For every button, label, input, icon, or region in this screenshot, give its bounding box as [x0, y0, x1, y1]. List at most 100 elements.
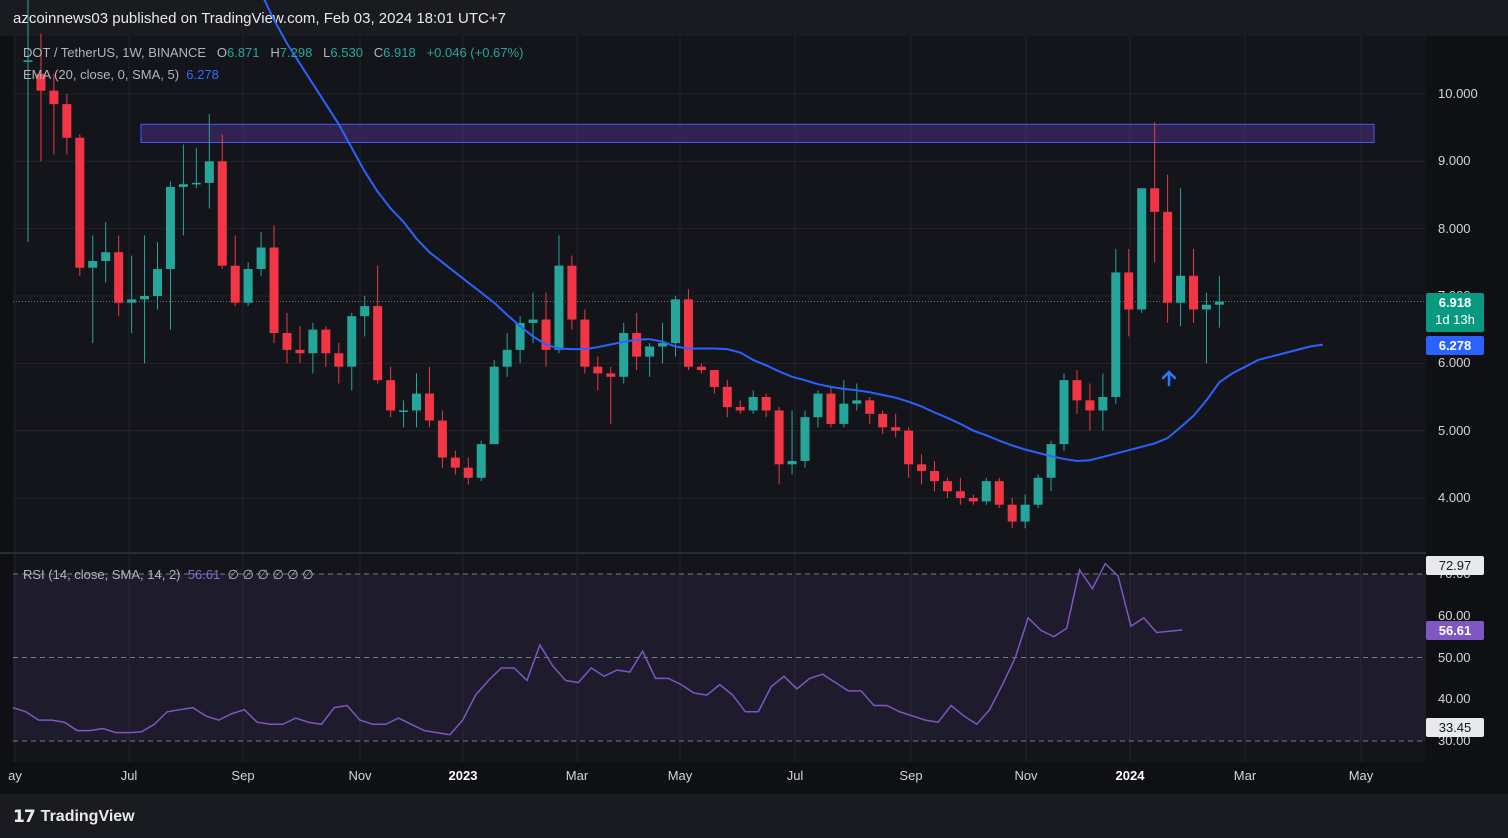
last-price-value: 6.918 [1438, 295, 1472, 310]
candle-body [541, 319, 551, 350]
candle [88, 235, 98, 344]
candle [645, 343, 655, 377]
symbol-legend: DOT / TetherUS, 1W, BINANCE O6.871 H7.29… [23, 45, 523, 60]
candle [774, 407, 784, 485]
candle [709, 370, 719, 394]
candle [347, 312, 357, 391]
rsi-lower-badge: 33.45 [1426, 718, 1484, 737]
candle-body [269, 247, 279, 334]
candle-body [256, 247, 266, 270]
candle [1124, 248, 1134, 337]
candle [865, 396, 875, 424]
candle [269, 225, 279, 344]
rsi-legend: RSI (14, close, SMA, 14, 2) 56.61 ∅ ∅ ∅ … [23, 567, 314, 583]
candle [891, 413, 901, 438]
candle [994, 477, 1004, 509]
candle-body [1189, 275, 1198, 310]
candle-body [153, 269, 162, 296]
candle-body [683, 299, 693, 367]
candle-body [774, 410, 784, 465]
rsi-tick-label: 50.00 [1438, 649, 1471, 665]
candle [942, 477, 952, 498]
candle-body [696, 366, 706, 371]
candle-body [489, 366, 499, 445]
candle-body [1201, 304, 1211, 310]
candle [191, 147, 201, 189]
open-label: O [216, 45, 227, 60]
candle [49, 73, 59, 155]
candle-body [567, 265, 577, 320]
time-tick-label: Sep [899, 768, 923, 783]
candle-body [463, 467, 473, 478]
candle-body [437, 420, 447, 458]
candle [748, 390, 758, 414]
candle [567, 255, 577, 330]
candle [373, 265, 383, 384]
tradingview-logo[interactable]: 𝟭𝟳 TradingView [13, 807, 135, 827]
footer-bar [0, 794, 1508, 838]
candle-body [476, 444, 486, 478]
symbol-name: DOT / TetherUS, 1W, BINANCE [23, 45, 207, 60]
candle [1163, 174, 1173, 323]
annotations [1161, 370, 1177, 387]
resistance-zone [13, 123, 1426, 303]
price-tick-label: 8.000 [1438, 220, 1471, 236]
main-pane-bg [13, 36, 1426, 552]
ema-price-badge: 6.278 [1426, 336, 1484, 355]
candle-body [722, 386, 732, 408]
candle-body [282, 333, 292, 350]
candle-body [813, 393, 823, 418]
candle [968, 494, 978, 505]
candle-body [101, 252, 111, 261]
candle [683, 289, 693, 371]
candle-body [88, 260, 98, 268]
chart-canvas[interactable] [0, 0, 1508, 794]
candle [140, 235, 150, 364]
candle-body [230, 265, 240, 303]
candle-body [748, 396, 758, 411]
candle [62, 94, 72, 155]
candle-body [114, 252, 124, 303]
candle [1189, 248, 1198, 323]
candle [502, 333, 512, 377]
candle [243, 262, 253, 307]
candle [204, 114, 214, 209]
candle [1033, 474, 1043, 509]
candle [826, 386, 836, 428]
candle-body [165, 186, 175, 270]
candle [489, 359, 499, 445]
candle [541, 292, 551, 367]
candle [904, 427, 914, 478]
candle-body [36, 73, 46, 91]
low-label: L [323, 45, 331, 60]
candle-body [502, 349, 512, 367]
candle-body [243, 269, 253, 303]
time-tick-label: 2023 [448, 768, 478, 783]
candle [606, 366, 616, 424]
candle-body [23, 60, 33, 62]
candle-body [191, 182, 201, 185]
candle-body [386, 380, 396, 411]
price-tick-label: 6.000 [1438, 355, 1471, 371]
candle-body [852, 400, 862, 404]
candle-body [75, 137, 85, 268]
candle-body [891, 427, 901, 431]
candle-body [735, 407, 745, 411]
rsi-series [12, 562, 1426, 742]
time-tick-label: May [667, 768, 693, 783]
candle-body [917, 464, 927, 472]
candle-body [1111, 272, 1121, 397]
candle [696, 363, 706, 374]
candle-body [347, 316, 357, 367]
candle-body [1137, 188, 1147, 310]
candle-body [140, 295, 150, 300]
candle-body [1020, 504, 1030, 522]
time-tick-label: 2024 [1115, 768, 1145, 783]
candle [463, 457, 473, 485]
candle [1085, 383, 1095, 431]
candle [852, 383, 862, 411]
candle-body [334, 353, 344, 367]
candle [386, 366, 396, 418]
candle-body [1098, 396, 1108, 411]
candle [930, 460, 939, 492]
